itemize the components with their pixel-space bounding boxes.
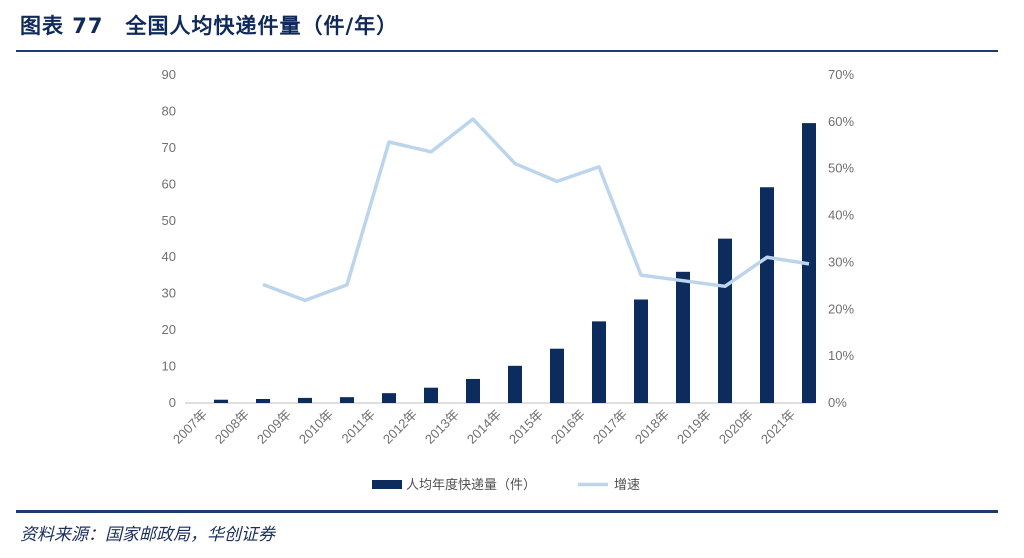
chart: 0 10 20 30 40 50 60 70 80 90 0% 10% 20% 30% 40% 50% 60%… — [162, 67, 855, 493]
x-tick-label: 2011年 — [339, 407, 379, 447]
x-tick-label: 2014年 — [464, 407, 504, 447]
bar — [382, 393, 396, 403]
x-tick-label: 2021年 — [758, 407, 798, 447]
y-tick-label: 30 — [162, 286, 176, 301]
y-tick-label: 60 — [162, 176, 176, 191]
x-tick-label: 2019年 — [674, 407, 714, 447]
y2-tick-label: 30% — [828, 254, 854, 269]
legend-label-line: 增速 — [614, 478, 640, 493]
bar — [634, 299, 648, 403]
x-tick-label: 2020年 — [716, 407, 756, 447]
growth-line — [262, 117, 810, 303]
bar — [256, 398, 270, 403]
bar — [466, 378, 480, 403]
y-tick-label: 70 — [162, 140, 176, 155]
bar — [298, 397, 312, 403]
y-tick-label: 20 — [162, 322, 176, 337]
bar — [760, 187, 774, 403]
x-tick-label: 2018年 — [632, 407, 672, 447]
x-tick-label: 2009年 — [254, 407, 294, 447]
y-tick-label: 10 — [162, 359, 176, 374]
footer-divider — [16, 510, 998, 513]
x-tick-label: 2013年 — [422, 407, 462, 447]
bar — [214, 399, 228, 403]
bar — [718, 238, 732, 403]
bar — [424, 387, 438, 403]
y-tick-label: 90 — [162, 67, 176, 82]
y2-tick-label: 0% — [828, 395, 847, 410]
y2-tick-label: 40% — [828, 208, 854, 223]
x-tick-label: 2010年 — [296, 407, 336, 447]
y-axis-left: 0 10 20 30 40 50 60 70 80 90 — [162, 67, 176, 410]
y-tick-label: 40 — [162, 249, 176, 264]
y2-tick-label: 70% — [828, 67, 854, 82]
y-axis-right: 0% 10% 20% 30% 40% 50% 60% 70% — [828, 67, 854, 410]
y-tick-label: 0 — [169, 395, 176, 410]
x-tick-label: 2017年 — [590, 407, 630, 447]
legend: 人均年度快递量（件） 增速 — [372, 477, 640, 493]
x-tick-label: 2015年 — [506, 407, 546, 447]
bar-series — [214, 123, 816, 404]
title-divider — [16, 50, 998, 52]
bar — [676, 271, 690, 403]
page-title: 图表 77 全国人均快递件量（件/年） — [20, 14, 399, 38]
y2-tick-label: 60% — [828, 114, 854, 129]
legend-label-bar: 人均年度快递量（件） — [406, 477, 536, 493]
bar — [592, 321, 606, 403]
x-tick-label: 2012年 — [380, 407, 420, 447]
y2-tick-label: 10% — [828, 348, 854, 363]
bar — [550, 348, 564, 403]
bar — [508, 365, 522, 403]
bar — [340, 397, 354, 403]
x-tick-label: 2008年 — [212, 407, 252, 447]
x-tick-label: 2016年 — [548, 407, 588, 447]
source-note: 资料来源：国家邮政局，华创证券 — [20, 525, 275, 545]
y2-tick-label: 50% — [828, 161, 854, 176]
legend-swatch-bar — [372, 480, 402, 489]
line-series — [262, 117, 810, 303]
y-tick-label: 50 — [162, 213, 176, 228]
y2-tick-label: 20% — [828, 301, 854, 316]
y-tick-label: 80 — [162, 103, 176, 118]
x-tick-label: 2007年 — [170, 407, 210, 447]
x-axis: 2007年 2008年 2009年 2010年 2011年 2012年 2013年 2014年… — [170, 402, 815, 447]
